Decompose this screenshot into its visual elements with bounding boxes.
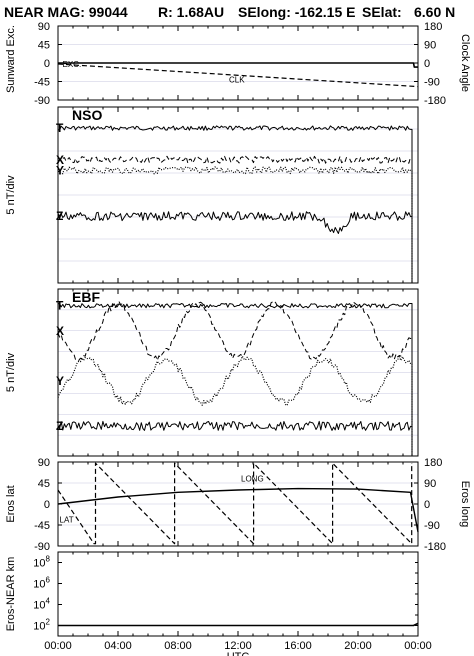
x-tick-label: 04:00 [104,640,132,652]
component-label-t: T [56,121,64,135]
component-label-z: Z [56,419,63,433]
annotation-clk: CLK [229,76,245,85]
series-clk-line [57,63,419,88]
y-tick-label-left: 45 [38,40,50,52]
annotation-exc: EXC. [63,60,82,69]
y-tick-label-right: -90 [424,77,440,89]
series-nso-t-line [57,125,413,283]
component-label-y: Y [56,163,64,177]
series-ebf-t-line [57,303,413,456]
series-nso-x-line [57,155,413,283]
y-axis-label-ebf: 5 nT/div [5,352,17,392]
title-mission: NEAR MAG: 99044 [4,4,128,20]
x-tick-label: 00:00 [44,640,72,652]
chart-title: NEAR MAG: 99044 R: 1.68AU SElong: -162.1… [0,0,474,24]
component-label-y: Y [56,374,64,388]
series-lat-line [57,462,413,545]
y-tick-label-left: 104 [33,597,50,612]
y-tick-label-right: 0 [424,58,430,70]
y-axis-label-nso: 5 nT/div [5,175,17,215]
y-tick-label-right: -180 [424,541,446,553]
y-tick-label-left: -45 [34,520,50,532]
annotation-lat: LAT [60,516,74,525]
panel-nso-frame [57,106,419,284]
x-tick-label: 08:00 [164,640,192,652]
series-ebf-z-line [57,420,413,456]
x-axis-label: UTC [227,651,250,656]
component-label-x: X [56,324,64,338]
y-tick-label-left: 108 [33,555,50,570]
annotation-long: LONG [241,475,264,484]
y-axis-label-left: Sunward Exc. [5,25,17,93]
y-tick-label-left: 90 [38,457,50,469]
series-ebf-x-line [57,300,413,456]
series-ebf-y-line [57,355,413,456]
panel-sunward-frame [57,25,419,101]
y-tick-label-left: 102 [33,618,50,633]
title-selat: SElat: [362,4,402,20]
y-tick-label-left: -45 [34,77,50,89]
y-tick-label-left: 0 [44,499,50,511]
y-axis-label-left: Eros-NEAR km [5,557,17,632]
component-label-x: X [56,153,64,167]
y-tick-label-right: 180 [424,457,442,469]
title-selat-value: 6.60 N [414,4,456,20]
panel-title-ebf: EBF [72,289,100,305]
y-tick-label-left: 106 [33,576,50,591]
y-tick-label-right: 0 [424,499,430,511]
series-exc-line [58,62,418,68]
y-axis-label-left: Eros lat [5,485,17,522]
series-nso-z-line [57,211,413,283]
panel-ebf-frame [57,288,419,457]
y-tick-label-right: 180 [424,21,442,33]
x-tick-label: 12:00 [224,640,252,652]
x-tick-label: 00:00 [404,640,432,652]
x-tick-label: 20:00 [344,640,372,652]
x-tick-label: 16:00 [284,640,312,652]
y-axis-label-right: Clock Angle [459,34,471,92]
component-label-t: T [56,299,64,313]
title-selong: SElong: -162.15 E [238,4,356,20]
y-tick-label-right: 90 [424,478,436,490]
y-tick-label-right: -180 [424,95,446,107]
title-distance: R: 1.68AU [158,4,225,20]
component-label-z: Z [56,209,63,223]
y-axis-label-right: Eros long [459,481,471,527]
y-tick-label-left: 45 [38,478,50,490]
series-distance-line [58,622,419,627]
panel-distance-frame [57,551,419,637]
series-nso-y-line [57,166,413,283]
y-tick-label-left: 0 [44,58,50,70]
y-tick-label-right: 90 [424,40,436,52]
y-tick-label-left: -90 [34,541,50,553]
y-tick-label-right: -90 [424,520,440,532]
y-tick-label-left: 90 [38,21,50,33]
panel-eros-frame [57,461,419,547]
y-tick-label-left: -90 [34,95,50,107]
panel-title-nso: NSO [72,107,102,123]
